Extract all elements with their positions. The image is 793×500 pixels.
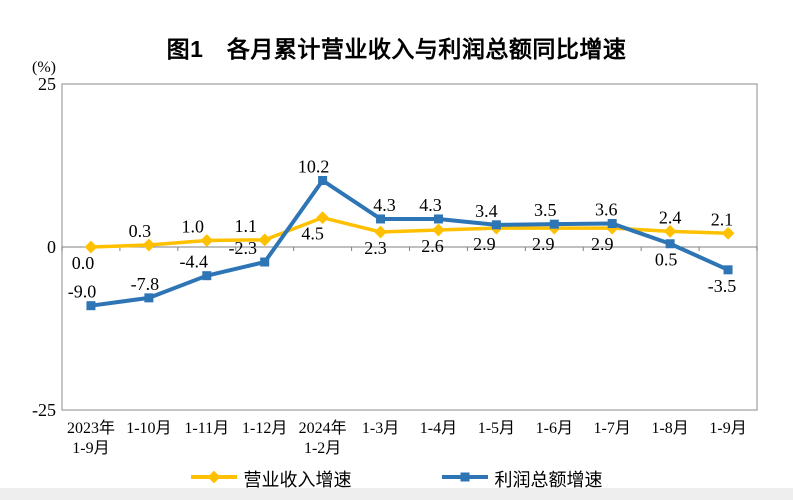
x-axis-label: 1-8月 <box>651 420 689 437</box>
revenue-growth-marker <box>84 240 98 254</box>
revenue-growth-data-label: 2.6 <box>421 236 444 256</box>
profit-growth-marker <box>202 271 212 281</box>
legend-marker-revenue-growth-icon <box>190 470 237 489</box>
profit-growth-marker <box>144 293 154 303</box>
revenue-growth-marker <box>142 238 156 252</box>
x-axis-label: 1-10月 <box>126 420 172 437</box>
x-axis-label: 1-3月 <box>361 420 400 437</box>
profit-growth-data-label: -4.4 <box>180 252 209 272</box>
y-axis-tick-label: 25 <box>38 74 56 94</box>
revenue-growth-data-label: 2.9 <box>591 234 614 254</box>
profit-growth-marker <box>433 214 443 224</box>
x-axis-label: 1-4月 <box>419 420 458 437</box>
revenue-growth-marker <box>432 223 445 237</box>
profit-growth-marker <box>260 257 270 267</box>
revenue-growth-marker <box>374 225 387 239</box>
profit-growth-data-label: 3.5 <box>534 200 557 220</box>
revenue-growth-marker <box>258 233 272 247</box>
revenue-growth-data-label: 0.3 <box>129 221 152 241</box>
profit-growth-marker <box>723 265 733 275</box>
y-axis-tick-label: -25 <box>32 400 56 420</box>
profit-growth-marker <box>491 220 501 230</box>
legend-label-revenue-growth: 营业收入增速 <box>243 470 352 490</box>
revenue-growth-marker <box>316 211 329 225</box>
x-axis-label: 1-12月 <box>242 420 288 437</box>
profit-growth-marker <box>86 301 96 311</box>
legend-item-profit-growth: 利润总额增速 <box>441 466 603 492</box>
y-axis-unit-label: (%) <box>32 59 56 76</box>
profit-growth-marker <box>318 175 328 185</box>
profit-growth-marker <box>549 219 559 229</box>
legend-item-revenue-growth: 营业收入增速 <box>190 466 352 492</box>
profit-growth-data-label: 3.4 <box>475 201 498 221</box>
revenue-growth-data-label: 1.1 <box>234 216 257 236</box>
revenue-growth-data-label: 2.1 <box>711 209 734 229</box>
revenue-growth-data-label: 4.5 <box>301 224 324 244</box>
x-axis-label: 1-7月 <box>593 420 631 437</box>
profit-growth-marker <box>665 239 675 249</box>
profit-growth-data-label: -7.8 <box>131 274 160 294</box>
profit-growth-data-label: -2.3 <box>228 238 257 258</box>
profit-growth-data-label: -9.0 <box>68 282 97 302</box>
revenue-growth-marker <box>200 234 214 247</box>
profit-growth-data-label: 3.6 <box>595 200 618 220</box>
y-axis-tick-label: 0 <box>47 237 56 257</box>
x-axis-label: 1-6月 <box>535 420 573 437</box>
legend-marker-profit-growth-icon <box>441 470 488 489</box>
profit-growth-data-label: 4.3 <box>419 195 442 215</box>
profit-growth-marker <box>607 219 617 229</box>
revenue-growth-data-label: 1.0 <box>182 216 205 236</box>
revenue-growth-data-label: 2.3 <box>364 238 387 258</box>
legend-label-profit-growth: 利润总额增速 <box>494 470 603 490</box>
profit-growth-line <box>88 178 731 308</box>
revenue-growth-data-label: 0.0 <box>72 253 95 273</box>
chart-legend: 营业收入增速 利润总额增速 <box>0 466 793 492</box>
x-axis-label: 1-11月 <box>184 420 230 437</box>
x-axis-label: 1-9月 <box>709 420 747 437</box>
x-axis-label: 2024年 1-2月 <box>298 420 347 457</box>
revenue-growth-data-label: 2.4 <box>659 207 682 227</box>
profit-growth-data-label: 4.3 <box>373 195 396 215</box>
x-axis-label: 1-5月 <box>477 420 516 437</box>
profit-growth-data-label: -3.5 <box>708 276 737 296</box>
profit-growth-data-label: 10.2 <box>298 156 330 176</box>
revenue-growth-data-label: 2.9 <box>532 234 555 254</box>
x-axis-label: 2023年 1-9月 <box>66 420 115 457</box>
revenue-growth-data-label: 2.9 <box>473 234 496 254</box>
profit-growth-data-label: 0.5 <box>655 250 678 270</box>
chart-title: 图1 各月累计营业收入与利润总额同比增速 <box>166 36 627 62</box>
profit-growth-marker <box>376 214 386 224</box>
footer-strip <box>0 488 793 500</box>
